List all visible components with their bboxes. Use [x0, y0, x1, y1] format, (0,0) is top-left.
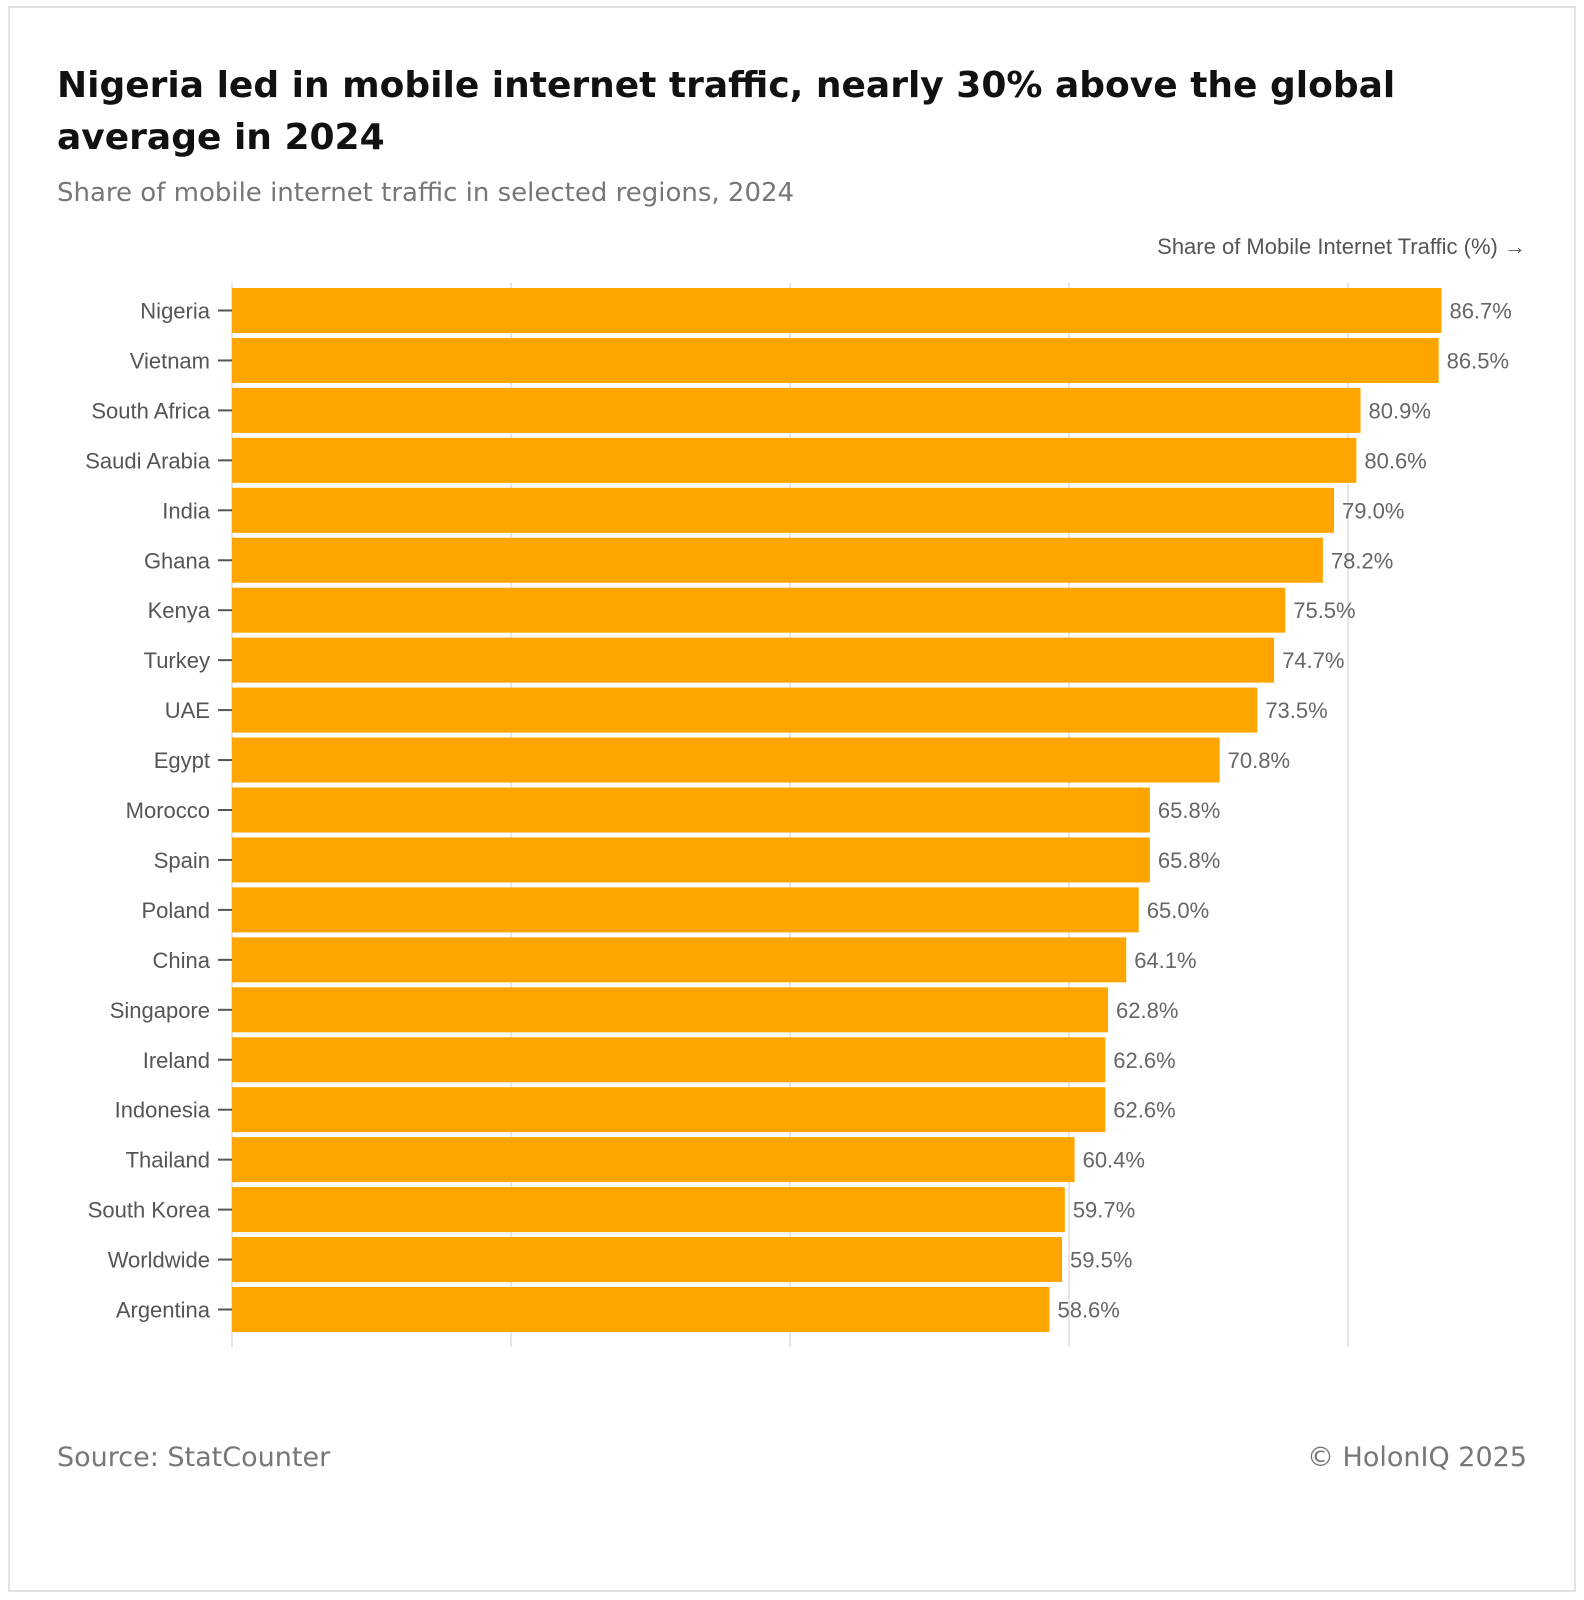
bar-morocco — [232, 787, 1150, 833]
value-label: 80.9% — [1369, 398, 1431, 423]
category-label: Singapore — [110, 998, 210, 1023]
value-label: 78.2% — [1331, 548, 1393, 573]
bar-chart: Share of Mobile Internet Traffic (%) → Ni… — [85, 234, 1526, 1347]
bar-kenya — [232, 587, 1286, 633]
source-note: Source: StatCounter — [57, 1442, 331, 1473]
chart-area: Share of Mobile Internet Traffic (%) → Ni… — [0, 220, 1584, 1370]
category-label: Nigeria — [140, 299, 210, 324]
category-label: Kenya — [148, 598, 211, 623]
bar-vietnam — [232, 337, 1439, 383]
bar-argentina — [232, 1287, 1050, 1332]
category-label: India — [162, 498, 210, 523]
bar-indonesia — [232, 1087, 1106, 1133]
value-label: 62.8% — [1116, 998, 1178, 1023]
bar-uae — [232, 687, 1258, 733]
category-label: UAE — [165, 698, 210, 723]
bar-singapore — [232, 987, 1109, 1033]
bar-worldwide — [232, 1237, 1063, 1283]
value-label: 73.5% — [1265, 698, 1327, 723]
category-label: South Korea — [88, 1198, 211, 1223]
value-label: 65.8% — [1158, 848, 1220, 873]
value-label: 65.8% — [1158, 798, 1220, 823]
value-label: 80.6% — [1364, 448, 1426, 473]
value-label: 62.6% — [1113, 1098, 1175, 1123]
category-label: Vietnam — [130, 348, 210, 373]
category-label: Thailand — [126, 1148, 210, 1173]
chart-subtitle: Share of mobile internet traffic in sele… — [57, 178, 795, 208]
value-label: 64.1% — [1134, 948, 1196, 973]
category-label: Morocco — [126, 798, 210, 823]
bar-india — [232, 487, 1335, 533]
bar-south-korea — [232, 1187, 1065, 1233]
value-label: 74.7% — [1282, 648, 1344, 673]
bar-china — [232, 937, 1127, 983]
bar-ireland — [232, 1037, 1106, 1083]
bar-poland — [232, 887, 1139, 933]
category-label: Saudi Arabia — [85, 448, 211, 473]
value-label: 58.6% — [1057, 1298, 1119, 1323]
x-axis-title: Share of Mobile Internet Traffic (%) → — [1157, 234, 1526, 259]
category-label: Worldwide — [108, 1248, 210, 1273]
bar-egypt — [232, 737, 1220, 783]
chart-title: Nigeria led in mobile internet traffic, … — [57, 65, 1396, 158]
value-label: 86.7% — [1449, 299, 1511, 324]
value-label: 86.5% — [1447, 348, 1509, 373]
copyright-note: © HolonIQ 2025 — [1306, 1442, 1527, 1473]
value-label: 59.7% — [1073, 1198, 1135, 1223]
category-label: South Africa — [91, 398, 210, 423]
category-label: Ghana — [144, 548, 211, 573]
bar-thailand — [232, 1137, 1075, 1183]
category-label: Poland — [141, 898, 210, 923]
value-label: 59.5% — [1070, 1248, 1132, 1273]
value-label: 70.8% — [1228, 748, 1290, 773]
value-label: 65.0% — [1147, 898, 1209, 923]
category-label: Indonesia — [115, 1098, 211, 1123]
bar-spain — [232, 837, 1150, 883]
bar-nigeria — [232, 288, 1442, 333]
bar-south-africa — [232, 387, 1361, 433]
category-label: Spain — [154, 848, 210, 873]
bar-ghana — [232, 537, 1323, 583]
category-label: China — [153, 948, 211, 973]
value-label: 60.4% — [1083, 1148, 1145, 1173]
value-label: 62.6% — [1113, 1048, 1175, 1073]
value-label: 75.5% — [1293, 598, 1355, 623]
category-label: Turkey — [144, 648, 210, 673]
category-label: Egypt — [154, 748, 210, 773]
bar-turkey — [232, 637, 1275, 683]
bar-saudi-arabia — [232, 437, 1357, 483]
category-label: Ireland — [143, 1048, 210, 1073]
category-label: Argentina — [116, 1298, 211, 1323]
value-label: 79.0% — [1342, 498, 1404, 523]
